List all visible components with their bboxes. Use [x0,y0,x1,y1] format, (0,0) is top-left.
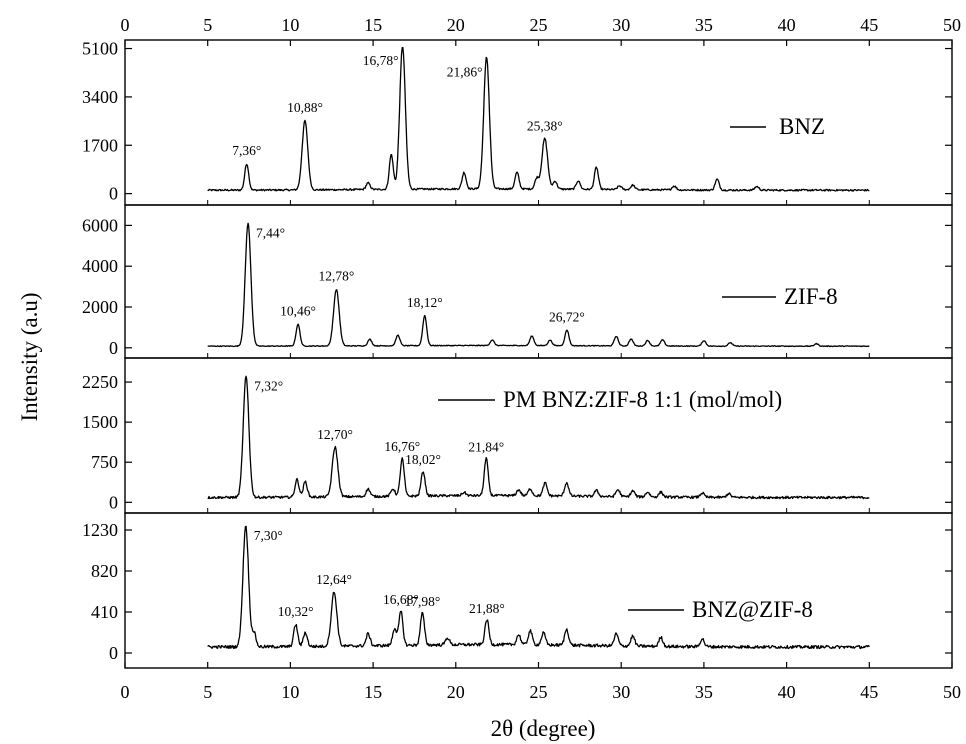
peak-label: 7,44° [256,225,285,240]
y-tick-label: 2250 [82,372,118,392]
peak-label: 7,32° [254,379,283,394]
peak-label: 10,32° [278,604,314,619]
x-axis-title: 2θ (degree) [491,716,596,741]
bottom-x-tick-label: 35 [695,682,713,702]
bottom-x-tick-label: 25 [530,682,548,702]
peak-label: 25,38° [527,119,563,134]
panel-legends: BNZ ZIF-8 PM BNZ:ZIF-8 1:1 (mol/mol) BNZ@ZI… [438,114,838,622]
y-tick-label: 5100 [82,39,118,59]
y-tick-label: 1700 [82,135,118,155]
peak-label: 21,88° [469,601,505,616]
bottom-x-tick-label: 30 [612,682,630,702]
y-tick-label: 2000 [82,297,118,317]
top-x-tick-label: 15 [364,15,382,35]
peak-label: 26,72° [549,309,585,324]
y-tick-label: 0 [109,492,118,512]
diffraction-curves [207,46,870,650]
y-tick-label: 820 [91,561,118,581]
peak-label: 10,88° [287,100,323,115]
bottom-x-tick-label: 20 [447,682,465,702]
top-x-tick-label: 45 [860,15,878,35]
xrd-curve-3 [207,375,870,500]
peak-label: 21,86° [447,64,483,79]
peak-label: 12,70° [317,427,353,442]
legend-label: BNZ@ZIF-8 [692,597,813,622]
legend-label: PM BNZ:ZIF-8 1:1 (mol/mol) [503,387,782,412]
y-tick-label: 0 [109,338,118,358]
peak-label: 7,30° [254,528,283,543]
peak-label: 7,36° [232,143,261,158]
y-axis-title: Intensity (a.u) [17,292,42,421]
bottom-x-tick-label: 10 [281,682,299,702]
y-tick-label: 3400 [82,87,118,107]
bottom-x-tick-label: 45 [860,682,878,702]
peak-label: 12,78° [318,269,354,284]
top-x-tick-label: 0 [121,15,130,35]
y-tick-label: 410 [91,602,118,622]
top-x-tick-label: 20 [447,15,465,35]
peak-label: 18,02° [405,452,441,467]
top-x-tick-label: 50 [943,15,961,35]
top-x-tick-label: 25 [530,15,548,35]
peak-label: 18,12° [407,295,443,310]
y-tick-label: 1500 [82,412,118,432]
axes-ticks: 0055101015152020252530303535404045455050… [82,15,961,702]
y-tick-label: 0 [109,184,118,204]
peak-label: 16,68° [383,592,419,607]
top-x-tick-label: 30 [612,15,630,35]
bottom-x-tick-label: 50 [943,682,961,702]
peak-label: 16,76° [384,439,420,454]
xrd-curve-2 [207,222,870,348]
xrd-curve-1 [207,46,870,192]
y-tick-label: 6000 [82,215,118,235]
top-x-tick-label: 10 [281,15,299,35]
peak-labels: 7,36° 10,88° 16,78° 21,86° 25,38° 7,44° 10,46°… [232,53,585,619]
xrd-curve-4 [207,525,870,650]
bottom-x-tick-label: 0 [121,682,130,702]
legend-label: ZIF-8 [784,284,838,309]
bottom-x-tick-label: 40 [778,682,796,702]
top-x-tick-label: 35 [695,15,713,35]
top-x-tick-label: 40 [778,15,796,35]
y-tick-label: 1230 [82,520,118,540]
legend-label: BNZ [779,114,825,139]
peak-label: 12,64° [316,572,352,587]
bottom-x-tick-label: 15 [364,682,382,702]
peak-label: 10,46° [280,303,316,318]
peak-label: 16,78° [363,53,399,68]
peak-label: 21,84° [468,440,504,455]
peak-label: 17,98° [404,594,440,609]
y-tick-label: 750 [91,452,118,472]
bottom-x-tick-label: 5 [203,682,212,702]
y-tick-label: 0 [109,643,118,663]
top-x-tick-label: 5 [203,15,212,35]
y-tick-label: 4000 [82,256,118,276]
